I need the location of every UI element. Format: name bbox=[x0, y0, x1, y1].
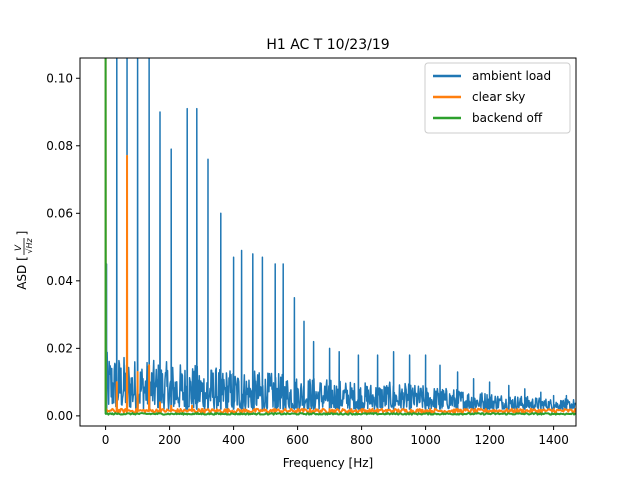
chart-title: H1 AC T 10/23/19 bbox=[266, 37, 389, 53]
y-axis: 0.00 0.02 0.04 0.06 0.08 0.10 bbox=[46, 71, 80, 423]
x-tick-label: 0 bbox=[102, 433, 110, 447]
plot-frame bbox=[79, 57, 577, 427]
y-axis-title-numerator: V bbox=[14, 244, 24, 251]
series-line bbox=[104, 58, 576, 410]
x-axis: 0 200 400 600 800 1000 1200 1400 bbox=[102, 426, 569, 447]
series-backend-off bbox=[104, 58, 576, 416]
y-tick-label: 0.02 bbox=[46, 341, 73, 355]
series-ambient-load bbox=[104, 58, 576, 410]
y-tick-label: 0.04 bbox=[46, 274, 73, 288]
x-tick-label: 800 bbox=[350, 433, 373, 447]
x-tick-label: 600 bbox=[286, 433, 309, 447]
legend: ambient load clear sky backend off bbox=[424, 62, 571, 134]
legend-label: backend off bbox=[472, 111, 543, 125]
y-tick-label: 0.08 bbox=[46, 139, 73, 153]
y-tick-label: 0.06 bbox=[46, 206, 73, 220]
y-axis-title: ASD [ V √Hz ] bbox=[14, 231, 34, 290]
x-tick-label: 1000 bbox=[410, 433, 441, 447]
legend-label: clear sky bbox=[472, 90, 525, 104]
y-axis-title-denominator: √Hz bbox=[25, 238, 34, 254]
x-tick-label: 1200 bbox=[474, 433, 505, 447]
series-layer bbox=[104, 58, 576, 416]
x-tick-label: 1400 bbox=[538, 433, 569, 447]
series-line bbox=[104, 58, 576, 414]
plot-area bbox=[104, 58, 576, 416]
y-tick-label: 0.10 bbox=[46, 71, 73, 85]
legend-frame bbox=[424, 62, 571, 134]
x-axis-title: Frequency [Hz] bbox=[283, 456, 374, 470]
x-tick-label: 400 bbox=[222, 433, 245, 447]
y-tick-label: 0.00 bbox=[46, 409, 73, 423]
series-clear-sky bbox=[104, 58, 576, 414]
y-axis-title-suffix: ] bbox=[15, 231, 29, 236]
series-line bbox=[104, 58, 576, 416]
legend-label: ambient load bbox=[472, 69, 551, 83]
y-axis-title-prefix: ASD [ bbox=[15, 256, 29, 290]
x-tick-label: 200 bbox=[158, 433, 181, 447]
